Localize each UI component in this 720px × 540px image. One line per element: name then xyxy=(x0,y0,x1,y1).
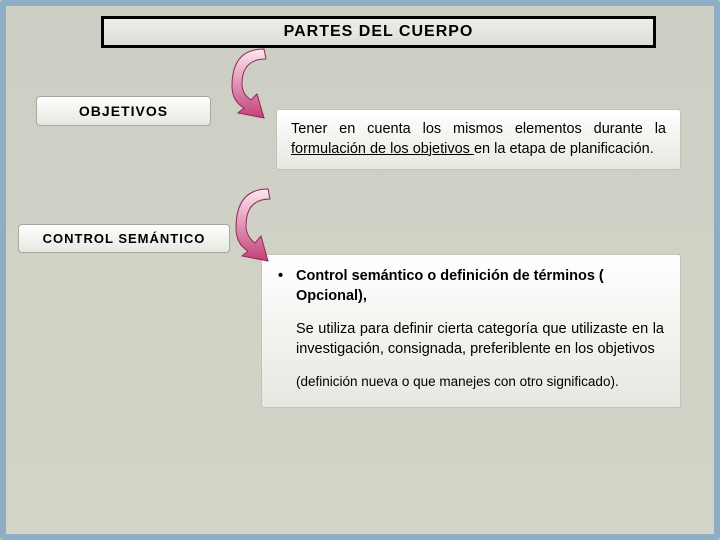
objetivos-content-box: Tener en cuenta los mismos elementos dur… xyxy=(276,109,681,170)
label-objetivos-text: OBJETIVOS xyxy=(79,103,168,119)
bullet-icon: • xyxy=(278,267,296,306)
title-banner: PARTES DEL CUERPO xyxy=(101,16,656,48)
title-text: PARTES DEL CUERPO xyxy=(284,23,474,41)
control-bullet-row: • Control semántico o definición de térm… xyxy=(278,267,664,306)
control-para-1: Se utiliza para definir cierta categoría… xyxy=(296,320,664,359)
control-bullet-text: Control semántico o definición de términ… xyxy=(296,267,664,306)
label-objetivos: OBJETIVOS xyxy=(36,96,211,126)
curved-arrow-icon xyxy=(228,186,288,264)
control-content-box: • Control semántico o definición de térm… xyxy=(261,254,681,408)
label-control-text: CONTROL SEMÁNTICO xyxy=(43,231,206,246)
label-control-semantico: CONTROL SEMÁNTICO xyxy=(18,224,230,253)
control-para-2: (definición nueva o que manejes con otro… xyxy=(296,373,664,391)
objetivos-text-post: en la etapa de planificación. xyxy=(474,141,654,157)
objetivos-text-underlined: formulación de los objetivos xyxy=(291,141,474,157)
objetivos-text-pre: Tener en cuenta los mismos elementos dur… xyxy=(291,121,666,137)
curved-arrow-icon xyxy=(224,46,284,121)
